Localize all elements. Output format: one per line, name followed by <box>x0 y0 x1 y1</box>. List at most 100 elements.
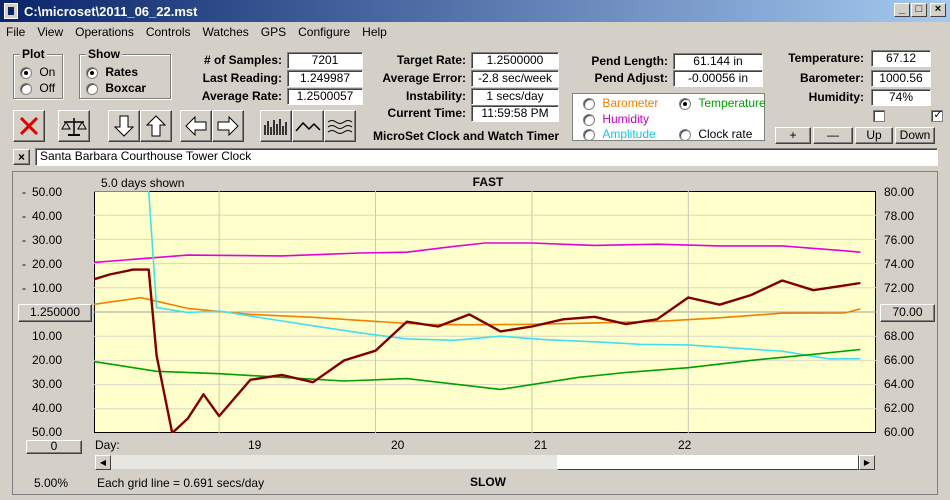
wave-button[interactable] <box>324 110 356 142</box>
arrow-up-icon <box>146 115 166 137</box>
down-button[interactable]: Down <box>895 127 935 144</box>
barometer-series-line <box>94 296 861 326</box>
samples-label: # of Samples: <box>203 53 282 67</box>
arrow-up-button[interactable] <box>140 110 172 142</box>
show-rates-radio[interactable] <box>86 66 98 79</box>
clock-rate-option[interactable]: Clock rate <box>679 127 752 141</box>
arrow-right-icon <box>217 116 239 136</box>
pend-length-field[interactable]: 61.144 in <box>673 53 763 70</box>
barometer-radio[interactable] <box>583 97 595 110</box>
clock-rate-radio[interactable] <box>679 128 691 141</box>
minimize-button[interactable]: _ <box>894 3 910 17</box>
center-rate-button[interactable]: 1.250000 <box>18 304 92 322</box>
humidity-label: Humidity: <box>808 90 864 104</box>
menu-operations[interactable]: Operations <box>75 25 134 39</box>
show-boxcar-radio[interactable] <box>86 82 98 95</box>
app-icon <box>4 3 18 19</box>
menu-view[interactable]: View <box>37 25 64 39</box>
scroll-left-arrow[interactable]: ◀ <box>95 455 111 470</box>
instability-label: Instability: <box>405 89 466 103</box>
day-tick-label: 19 <box>248 438 262 452</box>
right-tick-label: 78.00 <box>884 209 915 223</box>
average-rate-label: Average Rate: <box>201 89 282 103</box>
left-tick-label: 10.00 <box>32 329 63 343</box>
minus-button[interactable]: — <box>813 127 853 144</box>
rate-chart[interactable] <box>94 191 876 433</box>
env-checkbox-2[interactable] <box>931 108 944 122</box>
humidity-series-line <box>94 242 861 264</box>
left-tick-dash: - <box>22 185 26 199</box>
balance-button[interactable] <box>58 110 90 142</box>
plot-off-radio[interactable] <box>20 82 32 95</box>
pend-length-label: Pend Length: <box>591 54 668 68</box>
menu-file[interactable]: File <box>6 25 26 39</box>
left-tick-label: 40.00 <box>32 209 63 223</box>
day-tick-label: 20 <box>391 438 405 452</box>
plot-group: Plot On Off <box>13 47 63 99</box>
wave-lines-icon <box>327 120 353 134</box>
temperature-field: 67.12 <box>871 50 931 67</box>
days-shown-label: 5.0 days shown <box>101 176 185 190</box>
red-x-icon <box>19 116 39 136</box>
rate-series-line <box>94 268 861 433</box>
temperature-radio[interactable] <box>679 97 691 110</box>
balance-scale-icon <box>61 118 87 136</box>
time-scrollbar[interactable]: ◀ ▶ <box>94 454 875 470</box>
barometer-field: 1000.56 <box>871 70 931 87</box>
amplitude-series-line <box>94 191 861 360</box>
temperature-option-label: Temperature <box>698 96 766 110</box>
menu-watches[interactable]: Watches <box>202 25 249 39</box>
scroll-thumb[interactable] <box>557 455 859 470</box>
plot-on-option[interactable]: On <box>20 65 55 79</box>
right-tick-label: 76.00 <box>884 233 915 247</box>
pend-adjust-label: Pend Adjust: <box>594 71 668 85</box>
show-boxcar-option[interactable]: Boxcar <box>86 81 146 95</box>
app-title-label: MicroSet Clock and Watch Timer <box>373 129 560 143</box>
target-rate-field[interactable]: 1.2500000 <box>471 52 559 69</box>
left-tick-dash: - <box>22 209 26 223</box>
humidity-field: 74% <box>871 89 931 106</box>
show-rates-option[interactable]: Rates <box>86 65 138 79</box>
arrow-right-button[interactable] <box>212 110 244 142</box>
plot-group-title: Plot <box>20 47 47 61</box>
barometer-option[interactable]: Barometer <box>583 96 658 110</box>
slow-label: SLOW <box>470 475 506 489</box>
arrow-left-button[interactable] <box>180 110 212 142</box>
plot-off-option[interactable]: Off <box>20 81 55 95</box>
zoom-label: 5.00% <box>34 476 69 490</box>
description-field[interactable]: Santa Barbara Courthouse Tower Clock <box>35 148 938 166</box>
arrow-down-button[interactable] <box>108 110 140 142</box>
menu-configure[interactable]: Configure <box>298 25 351 39</box>
average-rate-field: 1.2500057 <box>287 88 363 105</box>
maximize-button[interactable]: □ <box>911 3 927 17</box>
humidity-option[interactable]: Humidity <box>583 112 649 126</box>
humidity-radio[interactable] <box>583 113 595 126</box>
left-tick-label: 10.00 <box>32 281 63 295</box>
center-temp-button[interactable]: 70.00 <box>880 304 935 322</box>
up-button[interactable]: Up <box>855 127 893 144</box>
right-tick-label: 72.00 <box>884 281 915 295</box>
stop-button[interactable] <box>13 110 45 142</box>
zero-button[interactable]: 0 <box>26 440 82 454</box>
menu-help[interactable]: Help <box>362 25 387 39</box>
right-tick-label: 80.00 <box>884 185 915 199</box>
histogram-button[interactable] <box>260 110 292 142</box>
plus-button[interactable]: + <box>775 127 811 144</box>
scroll-right-arrow[interactable]: ▶ <box>859 455 875 470</box>
menu-controls[interactable]: Controls <box>145 25 191 39</box>
pend-adjust-field: -0.00056 in <box>673 70 763 87</box>
env-checkbox-1[interactable] <box>873 110 885 122</box>
close-button[interactable]: × <box>930 3 946 17</box>
left-tick-dash: - <box>22 281 26 295</box>
plot-on-radio[interactable] <box>20 66 32 79</box>
line-graph-button[interactable] <box>292 110 324 142</box>
menu-gps[interactable]: GPS <box>260 25 287 39</box>
amplitude-radio[interactable] <box>583 128 595 141</box>
clear-description-button[interactable]: × <box>13 149 30 165</box>
temperature-option[interactable]: Temperature <box>679 96 766 110</box>
left-tick-label: 20.00 <box>32 353 63 367</box>
left-tick-label: 40.00 <box>32 401 63 415</box>
barometer-option-label: Barometer <box>602 96 659 110</box>
grid-note-label: Each grid line = 0.691 secs/day <box>97 476 265 490</box>
amplitude-option[interactable]: Amplitude <box>583 127 656 141</box>
